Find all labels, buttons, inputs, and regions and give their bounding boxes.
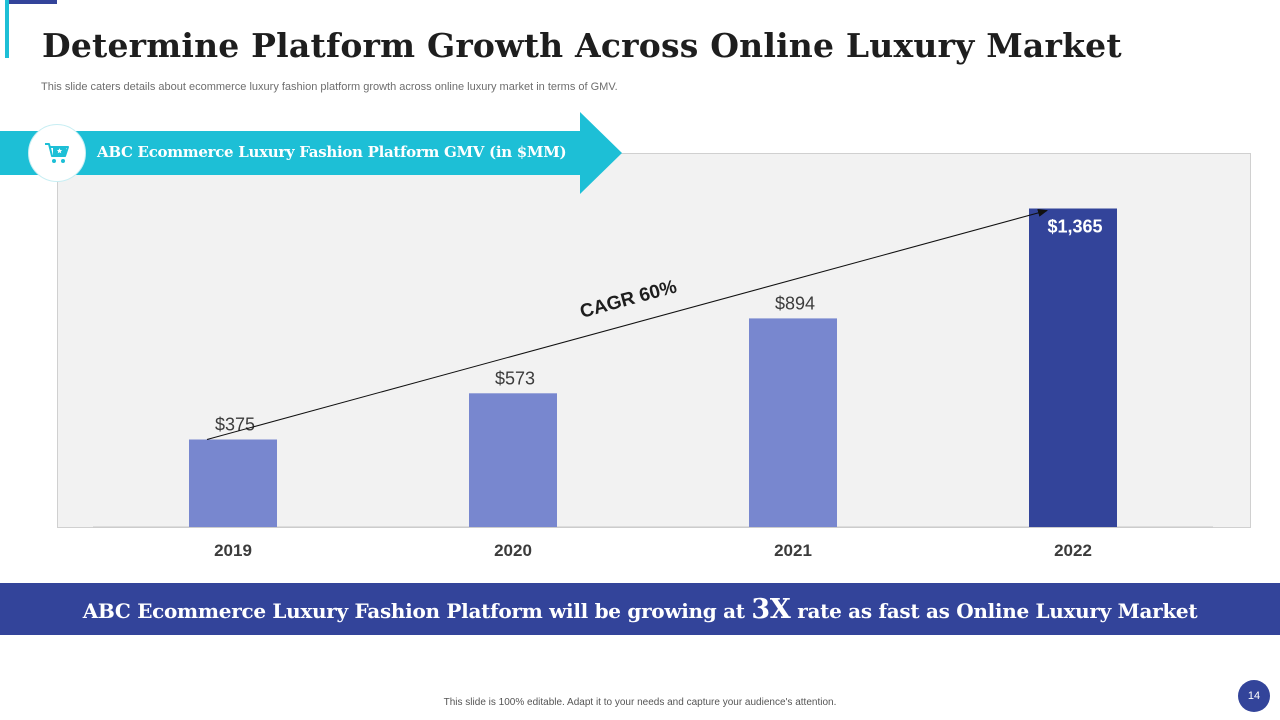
x-tick-2020: 2020 — [494, 541, 532, 560]
page-title: Determine Platform Growth Across Online … — [42, 26, 1122, 65]
data-label-2020: $573 — [495, 368, 535, 388]
footer-message: ABC Ecommerce Luxury Fashion Platform wi… — [83, 594, 1198, 625]
x-tick-2019: 2019 — [214, 541, 252, 560]
footer-text-after: rate as fast as Online Luxury Market — [797, 598, 1198, 623]
x-tick-2021: 2021 — [774, 541, 812, 560]
page-number: 14 — [1238, 680, 1270, 712]
data-label-2022: $1,365 — [1047, 217, 1102, 237]
cagr-arrow — [206, 209, 1048, 440]
editable-note: This slide is 100% editable. Adapt it to… — [443, 697, 837, 708]
banner-label: ABC Ecommerce Luxury Fashion Platform GM… — [97, 143, 567, 161]
cagr-annotation: CAGR 60% — [578, 276, 679, 322]
banner-icon-circle — [28, 124, 86, 182]
bar-2019 — [189, 439, 277, 527]
footer-text-before: ABC Ecommerce Luxury Fashion Platform wi… — [82, 598, 745, 623]
footer-emphasis: 3X — [751, 593, 791, 625]
page-subtitle: This slide caters details about ecommerc… — [41, 81, 618, 93]
shopping-cart-icon — [45, 143, 69, 163]
accent-top-line — [9, 0, 57, 4]
data-label-2021: $894 — [775, 293, 815, 313]
footer-banner: ABC Ecommerce Luxury Fashion Platform wi… — [0, 583, 1280, 635]
banner-arrow — [0, 112, 622, 194]
x-tick-2022: 2022 — [1054, 541, 1092, 560]
bar-2022 — [1029, 208, 1117, 527]
bar-2021 — [749, 318, 837, 527]
accent-vertical-line — [5, 0, 9, 58]
bar-2020 — [469, 393, 557, 527]
